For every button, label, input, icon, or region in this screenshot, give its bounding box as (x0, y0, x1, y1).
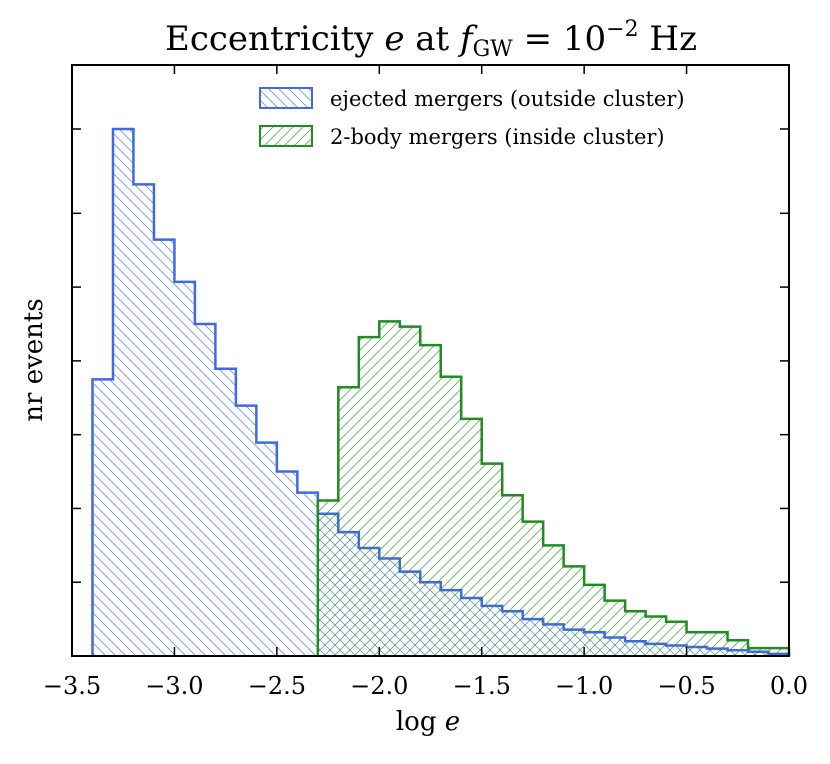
x-axis-label: log e (396, 707, 460, 737)
bar-2body-20 (727, 640, 749, 656)
bar-2body-3 (379, 321, 400, 656)
bar-2body-4 (399, 326, 421, 656)
bar-ejected-3 (153, 239, 175, 657)
bar-2body-17 (666, 621, 687, 656)
x-tick-label-3: −2.0 (350, 672, 408, 700)
chart-title: Eccentricity e at fGW = 10−2 Hz (165, 17, 697, 62)
bar-ejected-7 (235, 405, 257, 656)
legend-swatch-2body (259, 125, 313, 147)
x-tick-label-0: −3.5 (43, 672, 101, 700)
bar-2body-7 (461, 418, 482, 656)
bar-ejected-1 (112, 129, 134, 656)
bar-ejected-8 (256, 442, 277, 656)
x-tick-label-6: −0.5 (657, 672, 715, 700)
x-tick-label-4: −1.5 (453, 672, 511, 700)
bar-ejected-10 (297, 492, 318, 656)
bar-2body-19 (707, 632, 728, 656)
x-tick-label-7: 0.0 (770, 672, 808, 700)
legend-swatch-ejected (259, 87, 313, 109)
bar-ejected-6 (215, 368, 236, 656)
bar-2body-22 (768, 648, 789, 656)
bar-2body-15 (625, 611, 646, 656)
bar-2body-6 (440, 376, 462, 656)
bar-2body-12 (563, 566, 585, 656)
legend-label-ejected: ejected mergers (outside cluster) (330, 87, 685, 111)
bar-ejected-9 (276, 471, 298, 656)
bar-2body-10 (522, 521, 544, 656)
legend-label-2body: 2-body mergers (inside cluster) (330, 125, 665, 149)
bar-2body-16 (645, 616, 667, 656)
bar-ejected-2 (133, 184, 154, 656)
tick-layer: −3.5 −3.0 −2.5 −2.0 −1.5 −1.0 −0.5 0.0 (43, 65, 808, 700)
series-2body (316, 320, 791, 656)
bar-ejected-0 (92, 379, 113, 656)
bar-2body-2 (358, 337, 380, 656)
bar-ejected-4 (174, 281, 195, 656)
bar-2body-11 (543, 545, 564, 656)
bar-2body-13 (584, 584, 605, 656)
bar-2body-9 (502, 495, 523, 656)
bar-2body-5 (420, 345, 441, 656)
bar-2body-8 (481, 463, 503, 656)
bar-2body-1 (338, 387, 359, 656)
y-axis-label: nr events (19, 298, 49, 421)
x-tick-label-2: −2.5 (248, 672, 306, 700)
bar-2body-14 (604, 600, 626, 656)
bar-2body-0 (317, 500, 339, 656)
bar-ejected-5 (194, 323, 216, 656)
series-layer (91, 127, 791, 657)
bar-2body-21 (748, 648, 769, 656)
plot-frame (71, 64, 790, 657)
outline-2body (316, 320, 791, 656)
legend: ejected mergers (outside cluster) 2-body… (259, 87, 685, 149)
x-tick-label-5: −1.0 (555, 672, 613, 700)
x-tick-label-1: −3.0 (145, 672, 203, 700)
bar-2body-18 (686, 632, 708, 656)
